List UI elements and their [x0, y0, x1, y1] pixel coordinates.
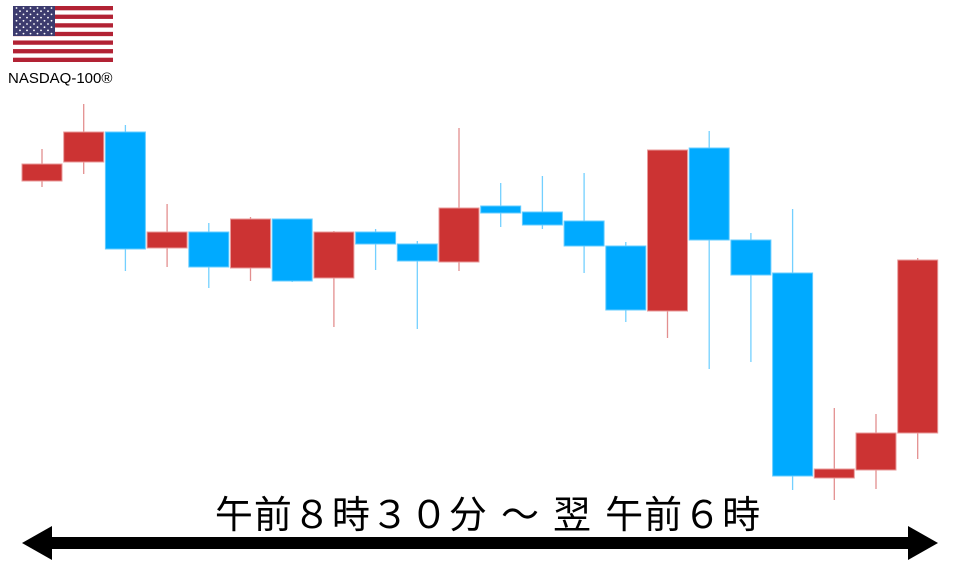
- candle: [104, 125, 146, 271]
- candle: [396, 241, 438, 329]
- candle-body-up: [855, 432, 897, 471]
- candle: [480, 183, 522, 227]
- index-name: NASDAQ-100®: [8, 70, 113, 87]
- candle-body-down: [563, 220, 605, 247]
- candle: [605, 242, 647, 322]
- candle: [271, 218, 313, 282]
- candle-body-down: [104, 131, 146, 250]
- candle-body-up: [313, 231, 355, 279]
- candle: [146, 204, 188, 267]
- candle: [563, 173, 605, 273]
- candle: [313, 231, 355, 327]
- candlestick-chart: [21, 104, 939, 500]
- candle: [21, 149, 63, 187]
- candle-body-down: [521, 211, 563, 226]
- candle: [688, 131, 730, 369]
- double-arrow: [22, 526, 938, 560]
- arrow-shaft: [40, 537, 920, 549]
- arrow-head-left: [22, 526, 52, 560]
- candle-body-down: [480, 205, 522, 214]
- candle: [647, 149, 688, 338]
- candle-body-down: [688, 147, 730, 241]
- candle: [188, 223, 230, 288]
- candle: [521, 176, 563, 229]
- candle-body-up: [230, 218, 271, 269]
- candle: [438, 128, 480, 271]
- candle-body-down: [605, 245, 647, 311]
- candle-body-up: [647, 149, 688, 312]
- candle-body-up: [146, 231, 188, 249]
- candle: [855, 414, 897, 489]
- candle: [355, 229, 397, 270]
- us-flag-icon: [13, 6, 113, 62]
- candle-body-up: [438, 207, 480, 263]
- candle-body-down: [188, 231, 230, 268]
- arrow-head-right: [908, 526, 938, 560]
- candle: [230, 217, 271, 281]
- candle-body-down: [730, 239, 772, 276]
- candle-body-up: [63, 131, 105, 163]
- candle-body-up: [21, 163, 63, 182]
- candle-body-down: [271, 218, 313, 282]
- candle: [63, 104, 105, 174]
- period-label: 午前８時３０分 ～ 翌 午前６時: [214, 493, 762, 537]
- candle: [730, 233, 772, 362]
- candle: [772, 209, 814, 490]
- candle-body-down: [772, 272, 814, 477]
- candle-body-up: [813, 468, 855, 479]
- candle-body-down: [396, 243, 438, 262]
- candle: [813, 408, 855, 500]
- candle: [897, 258, 939, 459]
- candle-body-down: [355, 231, 397, 245]
- candle-body-up: [897, 259, 939, 434]
